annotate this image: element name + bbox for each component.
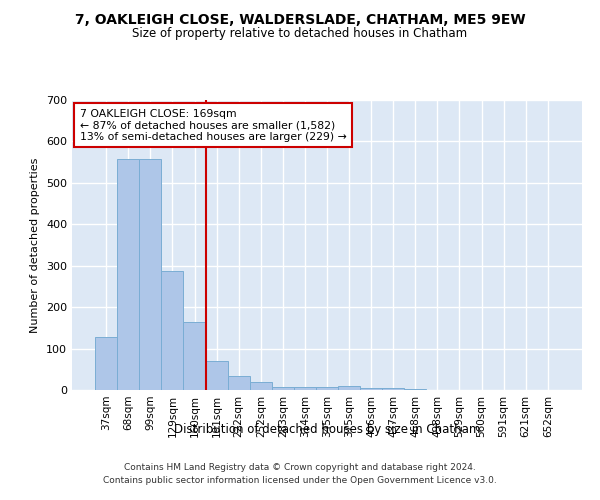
Text: Distribution of detached houses by size in Chatham: Distribution of detached houses by size …	[174, 422, 480, 436]
Bar	[161, 271, 184, 390]
Bar	[95, 338, 117, 390]
Bar	[206, 361, 227, 390]
Bar	[184, 322, 206, 390]
Text: 7 OAKLEIGH CLOSE: 169sqm
← 87% of detached houses are smaller (1,582)
13% of sem: 7 OAKLEIGH CLOSE: 169sqm ← 87% of detach…	[80, 108, 346, 142]
Bar	[227, 376, 250, 390]
Bar	[294, 386, 316, 390]
Text: Contains public sector information licensed under the Open Government Licence v3: Contains public sector information licen…	[103, 476, 497, 485]
Bar	[360, 388, 382, 390]
Bar	[250, 382, 272, 390]
Bar	[316, 386, 338, 390]
Bar	[117, 159, 139, 390]
Bar	[272, 386, 294, 390]
Bar	[404, 389, 427, 390]
Bar	[139, 159, 161, 390]
Text: Size of property relative to detached houses in Chatham: Size of property relative to detached ho…	[133, 28, 467, 40]
Bar	[338, 386, 360, 390]
Y-axis label: Number of detached properties: Number of detached properties	[31, 158, 40, 332]
Text: Contains HM Land Registry data © Crown copyright and database right 2024.: Contains HM Land Registry data © Crown c…	[124, 462, 476, 471]
Text: 7, OAKLEIGH CLOSE, WALDERSLADE, CHATHAM, ME5 9EW: 7, OAKLEIGH CLOSE, WALDERSLADE, CHATHAM,…	[74, 12, 526, 26]
Bar	[382, 388, 404, 390]
